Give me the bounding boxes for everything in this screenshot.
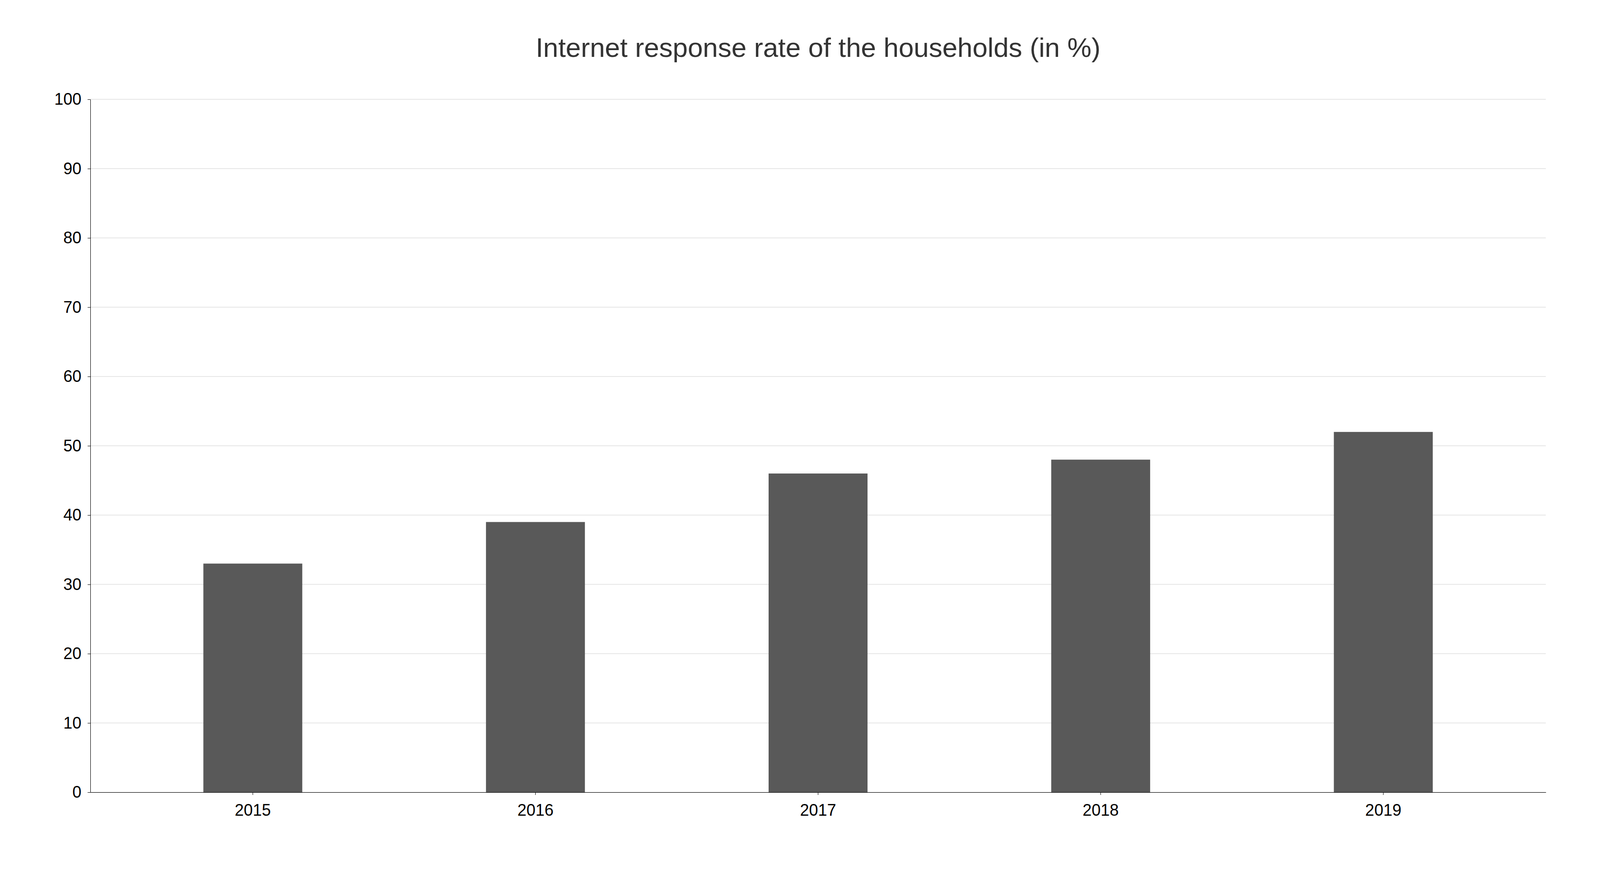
y-tick-label: 20 [63, 644, 82, 663]
grid-line [90, 168, 1546, 170]
y-tick-mark [87, 237, 91, 239]
bar [1334, 432, 1433, 793]
y-axis: 0 10 20 30 40 50 60 70 80 90 100 [54, 89, 91, 802]
chart: 0102030405060708090100201520162017201820… [0, 0, 1600, 869]
y-tick-mark [87, 99, 91, 100]
y-tick-label: 80 [63, 228, 82, 248]
y-tick: 20 [63, 644, 91, 663]
y-tick: 0 [72, 783, 91, 802]
x-tick-label: 2015 [234, 801, 271, 820]
y-tick-mark [87, 168, 91, 170]
y-tick-mark [87, 446, 91, 447]
grid [90, 99, 1546, 793]
x-tick: 2016 [517, 792, 554, 820]
y-tick: 100 [54, 89, 91, 109]
y-tick-mark [87, 653, 91, 655]
y-tick-label: 90 [63, 159, 82, 178]
y-axis-line [90, 99, 91, 794]
y-tick-mark [87, 307, 91, 308]
y-tick-mark [87, 723, 91, 724]
x-tick-label: 2016 [517, 801, 554, 820]
y-tick: 50 [63, 436, 91, 456]
y-tick-mark [87, 792, 91, 794]
x-tick-label: 2017 [799, 801, 836, 820]
bars [203, 432, 1433, 793]
grid-line [90, 307, 1546, 308]
x-tick: 2018 [1082, 792, 1119, 820]
x-tick-mark [817, 792, 819, 796]
y-tick-label: 70 [63, 298, 82, 317]
y-tick: 40 [63, 505, 91, 525]
y-tick-mark [87, 584, 91, 586]
y-tick-mark [87, 376, 91, 378]
bar [1051, 459, 1151, 793]
grid-line [90, 376, 1546, 378]
x-tick-mark [252, 792, 253, 796]
y-tick: 30 [63, 575, 91, 594]
y-tick-label: 40 [63, 505, 82, 525]
x-tick-mark [1100, 792, 1101, 796]
bar [485, 522, 585, 793]
x-tick-label: 2019 [1365, 801, 1402, 820]
y-tick-label: 10 [63, 713, 82, 733]
y-tick-label: 100 [54, 89, 82, 109]
plot: 0102030405060708090100201520162017201820… [54, 89, 1546, 820]
grid-line [90, 98, 1546, 100]
x-tick: 2015 [234, 792, 271, 820]
title: Internet response rate of the households… [535, 32, 1101, 63]
y-tick: 90 [63, 159, 91, 178]
grid-line [90, 445, 1546, 447]
y-tick-label: 50 [63, 436, 82, 456]
y-tick: 60 [63, 367, 91, 386]
y-tick: 10 [63, 713, 91, 733]
grid-line [90, 237, 1546, 239]
x-tick: 2019 [1365, 792, 1402, 820]
y-tick-label: 0 [72, 783, 82, 802]
y-tick: 80 [63, 228, 91, 248]
y-tick: 70 [63, 298, 91, 317]
x-axis: 2015 2016 2017 2018 2019 [90, 792, 1547, 820]
x-tick-label: 2018 [1082, 801, 1119, 820]
x-tick-mark [535, 792, 536, 796]
bar [203, 563, 303, 793]
y-tick-label: 30 [63, 575, 82, 594]
bar [768, 473, 868, 793]
y-tick-label: 60 [63, 367, 82, 386]
y-tick-mark [87, 515, 91, 516]
x-tick-mark [1383, 792, 1384, 796]
x-tick: 2017 [799, 792, 836, 820]
